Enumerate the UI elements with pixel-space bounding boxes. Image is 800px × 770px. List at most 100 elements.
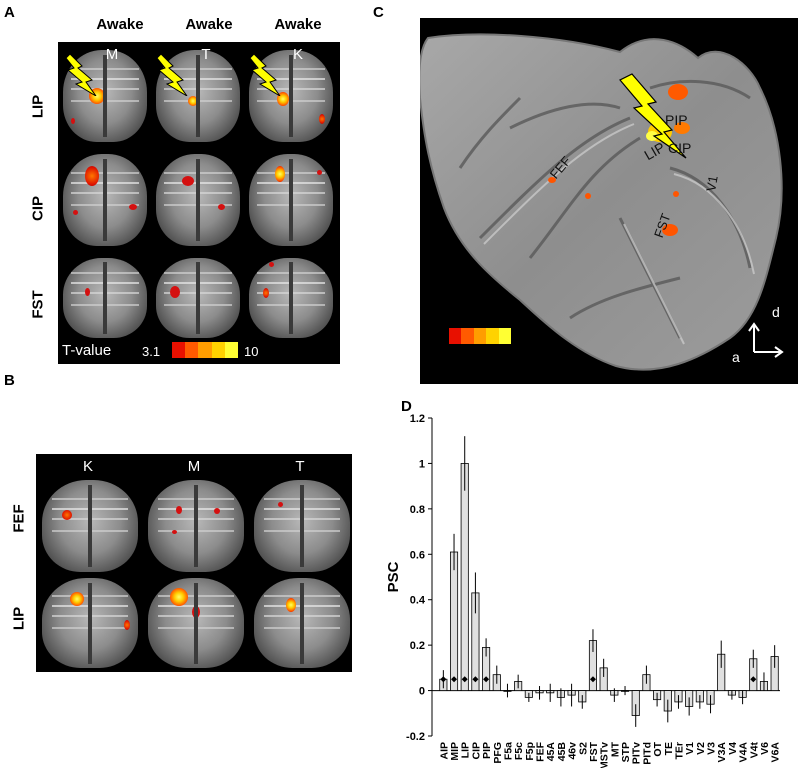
activation-blob — [188, 96, 198, 106]
activation-blob — [70, 592, 84, 606]
activation-blob — [129, 204, 137, 210]
y-tick-label: -0.2 — [406, 731, 425, 743]
activation-blob — [85, 288, 90, 296]
brain-slice-a-cip-k — [249, 154, 333, 246]
x-tick-label-OT: OT — [652, 741, 664, 756]
y-tick-label: 0.6 — [410, 549, 425, 561]
brain-slice-b-fef-t — [254, 480, 350, 572]
panel-a-colorbar-label: T-value — [62, 342, 112, 359]
activation-blob — [192, 606, 200, 618]
panel-a-mri-grid: M T K T-value 3.1 10 — [58, 42, 340, 364]
activation-cip — [674, 122, 690, 134]
significance-marker-LIP — [461, 676, 468, 683]
activation-blob — [269, 262, 274, 267]
significance-marker-CIP — [472, 676, 479, 683]
bar-LIP — [460, 463, 469, 691]
activation-blob — [263, 288, 269, 298]
panel-a-colorbar — [172, 342, 239, 358]
panel-a-colorbar-min: 3.1 — [142, 344, 161, 359]
significance-marker-MIP — [451, 676, 458, 683]
panel-a-letter: A — [4, 4, 15, 21]
panel-a-row-label-cip: CIP — [29, 196, 47, 222]
y-tick-label: 0.2 — [410, 640, 425, 652]
subject-label-a-2: T — [201, 46, 211, 63]
activation-blob — [319, 114, 325, 124]
label-pip: PIP — [665, 112, 688, 128]
x-tick-label-V4A: V4A — [738, 742, 750, 763]
panel-b-row-label-fef: FEF — [10, 504, 28, 533]
x-tick-label-V3A: V3A — [716, 742, 728, 763]
x-tick-label-V6A: V6A — [770, 742, 782, 763]
x-tick-label-V6: V6 — [759, 742, 771, 755]
x-tick-label-CIP: CIP — [470, 742, 482, 760]
panel-b-letter: B — [4, 372, 15, 389]
x-tick-label-LIP: LIP — [460, 742, 472, 758]
bar-MIP — [449, 551, 459, 691]
panel-c-flatmap — [420, 33, 783, 371]
x-tick-label-PITv: PITv — [631, 742, 643, 764]
subject-label-a-3: K — [292, 46, 303, 63]
psc-bar-chart: PSC-0.200.20.40.60.811.2AIPMIPLIPCIPPIPP… — [385, 413, 782, 768]
panel-d-letter: D — [401, 398, 412, 415]
subject-label-b-3: T — [295, 458, 305, 475]
subject-label-b-1: K — [82, 458, 93, 475]
orientation-anterior: a — [732, 349, 740, 365]
x-tick-label-45A: 45A — [545, 742, 557, 762]
panel-c-colorbar — [449, 328, 512, 344]
stimulation-bolt-icon — [619, 73, 687, 159]
x-tick-label-FST: FST — [588, 741, 600, 761]
panel-a-row-label-fst: FST — [29, 290, 47, 319]
stimulation-bolt-icon — [66, 54, 97, 96]
label-v1: V1 — [703, 174, 721, 193]
panel-c-letter: C — [373, 4, 384, 21]
brain-slice-a-fst-m — [63, 258, 147, 338]
x-tick-label-F5c: F5c — [513, 742, 525, 760]
activation-blob — [286, 598, 296, 612]
x-tick-label-MT: MT — [609, 741, 621, 757]
panel-a-colorbar-max: 10 — [244, 344, 259, 359]
brain-slice-a-fst-t — [156, 258, 240, 338]
x-tick-label-MSTv: MSTv — [599, 742, 611, 768]
brain-slice-b-fef-k — [42, 480, 138, 572]
x-tick-label-MIP: MIP — [449, 742, 461, 761]
activation-blob — [182, 176, 194, 186]
x-tick-label-V3: V3 — [706, 742, 718, 755]
panel-a-column-title-2: Awake — [185, 16, 233, 33]
brain-slice-a-fst-k — [249, 258, 333, 338]
stimulation-bolt-icon — [250, 54, 281, 96]
x-tick-label-AIP: AIP — [438, 742, 450, 760]
activation-blob — [73, 210, 78, 215]
x-tick-label-V4t: V4t — [748, 742, 760, 759]
brain-slice-b-fef-m — [148, 480, 244, 572]
brain-slice-a-cip-t — [156, 154, 240, 246]
orientation-dorsal: d — [772, 304, 780, 320]
x-tick-label-V2: V2 — [695, 742, 707, 755]
significance-marker-FST — [589, 676, 596, 683]
significance-marker-PIP — [483, 676, 490, 683]
x-tick-label-STP: STP — [620, 742, 632, 762]
y-axis-label: PSC — [385, 561, 402, 592]
activation-blob — [124, 620, 130, 630]
activation-blob — [317, 170, 322, 175]
x-tick-label-F5a: F5a — [502, 742, 514, 760]
orientation-axes-icon — [748, 322, 784, 358]
x-tick-label-V4: V4 — [727, 742, 739, 755]
activation-fef — [548, 177, 556, 183]
activation-blob — [172, 530, 177, 534]
brain-slice-b-lip-t — [254, 578, 350, 668]
x-tick-label-PIP: PIP — [481, 742, 493, 759]
y-tick-label: 1 — [419, 458, 425, 470]
panel-a-row-label-lip: LIP — [29, 94, 47, 119]
y-tick-label: 1.2 — [410, 413, 425, 425]
activation-blob — [85, 166, 99, 186]
activation-blob — [170, 588, 188, 606]
activation-blob — [62, 510, 72, 520]
subject-label-b-2: M — [187, 458, 201, 475]
activation-blob — [170, 286, 180, 298]
brain-slice-a-cip-m — [63, 154, 147, 246]
x-tick-label-V1: V1 — [684, 742, 696, 755]
activation-fst — [662, 224, 678, 236]
panel-a-column-title-3: Awake — [274, 16, 322, 33]
label-cip: CIP — [668, 140, 692, 156]
x-tick-label-PITd: PITd — [641, 742, 653, 765]
